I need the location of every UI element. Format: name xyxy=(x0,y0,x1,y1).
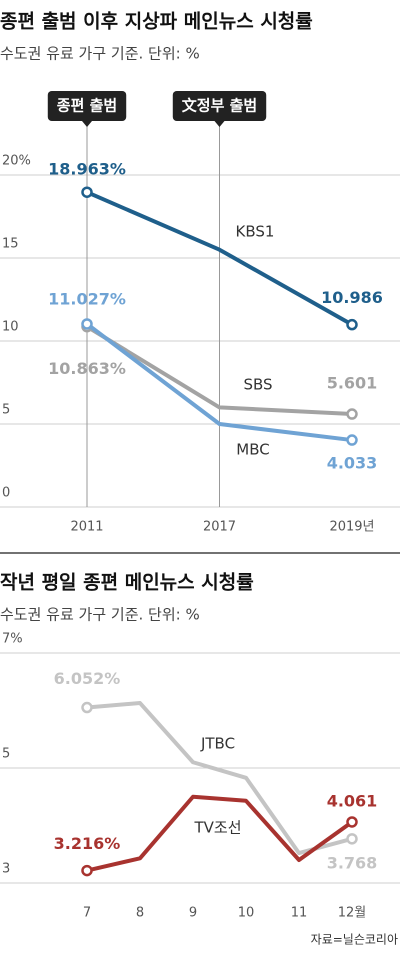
y-tick-label: 15 xyxy=(2,237,19,252)
chart-title: 종편 출범 이후 지상파 메인뉴스 시청률 xyxy=(0,11,313,33)
point-marker xyxy=(346,318,358,331)
value-label: 4.033 xyxy=(327,454,378,473)
chart-subtitle: 수도권 유료 가구 기준. 단위: % xyxy=(0,606,200,624)
annotation-pointer xyxy=(214,121,225,127)
chart-title: 작년 평일 종편 메인뉴스 시청률 xyxy=(0,572,254,594)
annotation: 종편 출범 xyxy=(47,91,127,127)
y-tick-label: 0 xyxy=(2,486,10,501)
value-label: 3.216% xyxy=(54,834,121,853)
series-label: TV조선 xyxy=(193,819,241,837)
value-label: 11.027% xyxy=(48,289,126,308)
source-note: 자료=닐슨코리아 xyxy=(311,933,398,947)
x-tick-label: 2019년 xyxy=(329,520,374,535)
point-marker xyxy=(81,318,93,330)
point-marker xyxy=(81,701,93,714)
point-marker xyxy=(346,816,358,828)
value-label: 18.963% xyxy=(48,160,126,179)
value-label: 4.061 xyxy=(327,791,378,810)
series-label: JTBC xyxy=(200,735,235,753)
series-label: MBC xyxy=(236,441,269,459)
value-label: 10.986 xyxy=(321,288,383,307)
annotation-badge xyxy=(47,91,127,121)
y-tick-label: 3 xyxy=(2,862,10,877)
series-line xyxy=(86,190,353,327)
y-tick-label: 5 xyxy=(2,403,10,418)
value-label: 5.601 xyxy=(327,374,378,393)
x-tick-label: 2011 xyxy=(70,520,103,535)
annotation-badge xyxy=(172,91,267,121)
series-line xyxy=(85,324,353,417)
x-tick-label: 2017 xyxy=(203,520,236,535)
annotation: 文정부 출범 xyxy=(172,91,267,127)
point-marker xyxy=(346,408,358,420)
series-line xyxy=(85,322,353,443)
y-tick-label: 10 xyxy=(2,320,19,335)
x-tick-label: 10 xyxy=(238,906,255,921)
chart-subtitle: 수도권 유료 가구 기준. 단위: % xyxy=(0,45,200,63)
point-marker xyxy=(81,186,93,198)
y-tick-label: 20% xyxy=(2,154,31,169)
annotation-label: 文정부 출범 xyxy=(182,97,257,115)
series-line xyxy=(86,701,353,856)
series-label: KBS1 xyxy=(236,223,275,241)
point-marker xyxy=(346,434,358,446)
value-label: 3.768 xyxy=(327,853,378,872)
x-tick-label: 7 xyxy=(83,906,91,921)
x-tick-label: 8 xyxy=(136,906,144,921)
value-label: 6.052% xyxy=(54,669,121,688)
point-marker xyxy=(346,833,358,845)
point-marker xyxy=(81,864,93,877)
x-tick-label: 12월 xyxy=(338,906,367,921)
x-tick-label: 9 xyxy=(189,906,197,921)
annotation-label: 종편 출범 xyxy=(57,97,117,115)
annotation-pointer xyxy=(82,121,92,127)
series-label: SBS xyxy=(243,376,272,394)
series-line xyxy=(86,794,354,873)
x-tick-label: 11 xyxy=(291,906,308,921)
y-tick-label: 5 xyxy=(2,747,10,762)
value-label: 10.863% xyxy=(48,359,126,378)
y-tick-label: 7% xyxy=(2,632,23,647)
